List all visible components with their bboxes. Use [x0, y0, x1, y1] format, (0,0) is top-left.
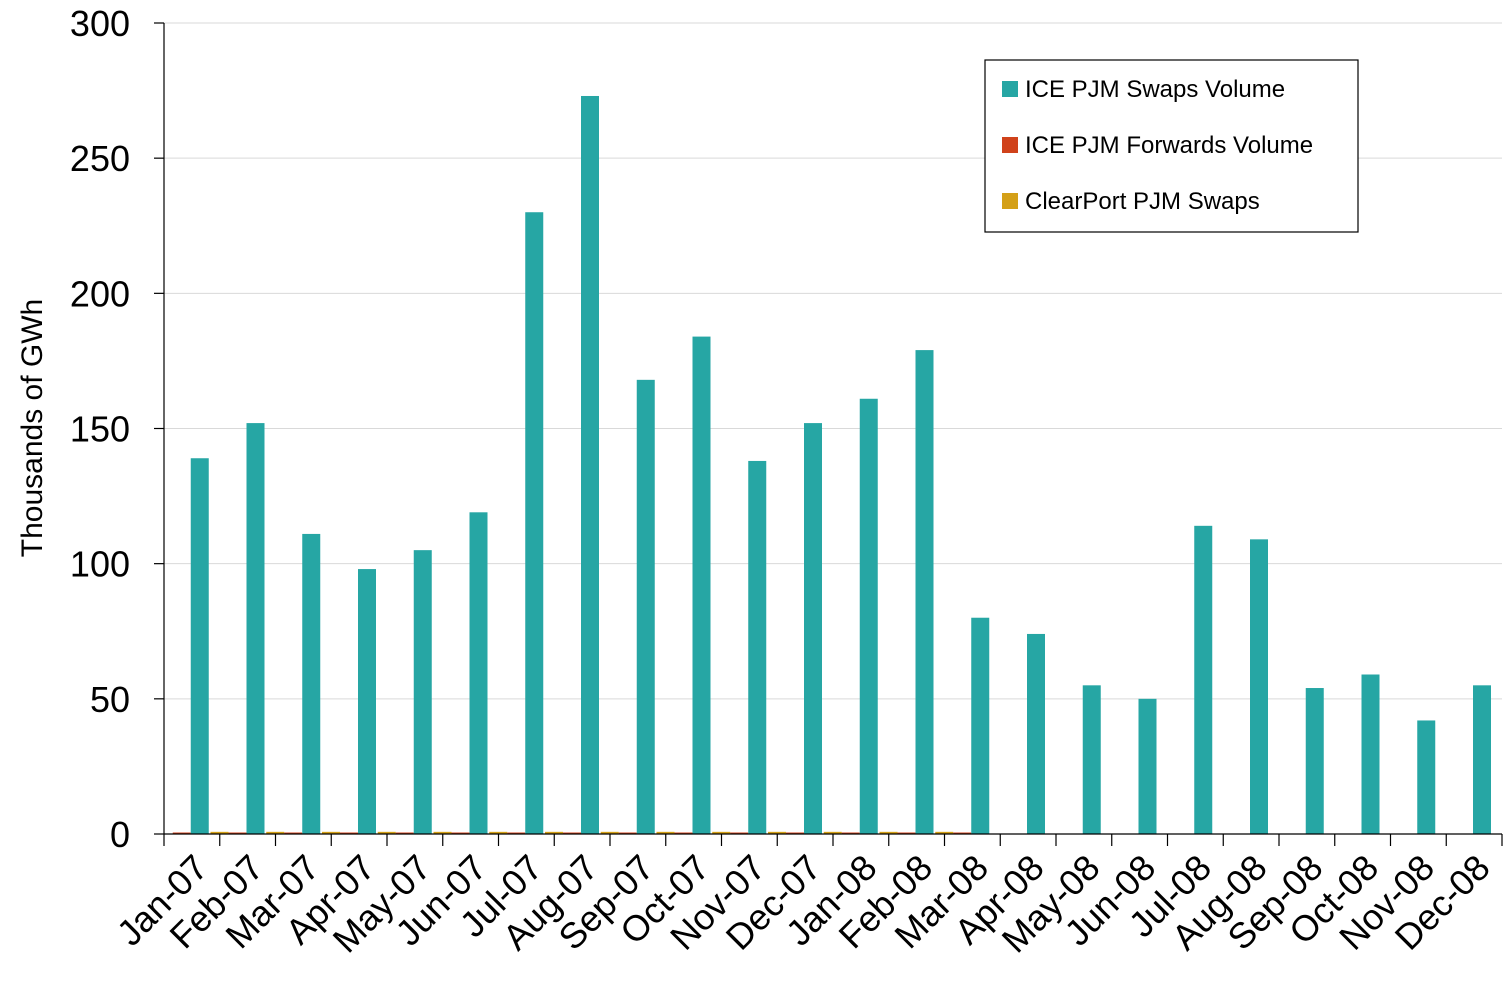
bar-clearport-pjm-swaps-feb-07 [210, 831, 229, 834]
bar-ice-pjm-swaps-volume-sep-07 [636, 379, 655, 834]
bar-ice-pjm-swaps-volume-aug-08 [1250, 539, 1268, 834]
bar-ice-pjm-swaps-volume-jun-07 [469, 512, 488, 834]
bar-ice-pjm-forwards-volume-oct-07 [674, 832, 693, 834]
bar-ice-pjm-swaps-volume-mar-08 [971, 617, 990, 834]
bar-ice-pjm-forwards-volume-may-07 [395, 832, 414, 834]
bar-ice-pjm-forwards-volume-sep-07 [618, 832, 637, 834]
axes [154, 22, 1503, 846]
bar-ice-pjm-swaps-volume-feb-08 [915, 350, 934, 834]
bar-ice-pjm-swaps-volume-dec-07 [804, 423, 822, 834]
bar-clearport-pjm-swaps-dec-07 [768, 831, 786, 834]
y-tick-label: 300 [70, 3, 130, 44]
y-tick-label: 150 [70, 409, 130, 450]
gridlines [164, 22, 1502, 700]
bar-clearport-pjm-swaps-jun-07 [433, 831, 452, 834]
y-tick-label: 100 [70, 544, 130, 585]
bar-clearport-pjm-swaps-nov-07 [712, 831, 731, 834]
bar-clearport-pjm-swaps-jan-08 [823, 831, 842, 834]
bar-ice-pjm-swaps-volume-feb-07 [246, 423, 265, 834]
y-tick-labels: 0 50 100 150 200 250 300 [70, 3, 130, 855]
bar-clearport-pjm-swaps-may-07 [377, 831, 396, 834]
bar-ice-pjm-forwards-volume-aug-07 [563, 832, 581, 834]
legend-label-clearport-swaps: ClearPort PJM Swaps [1025, 188, 1260, 215]
bar-ice-pjm-forwards-volume-mar-07 [284, 832, 303, 834]
y-tick-label: 50 [90, 679, 130, 720]
bar-ice-pjm-forwards-volume-feb-07 [228, 832, 247, 834]
bar-ice-pjm-swaps-volume-apr-08 [1027, 633, 1045, 834]
bar-ice-pjm-forwards-volume-nov-07 [730, 832, 749, 834]
bar-ice-pjm-forwards-volume-feb-08 [897, 832, 916, 834]
bar-ice-pjm-swaps-volume-oct-07 [692, 336, 711, 834]
bar-ice-pjm-swaps-volume-sep-08 [1305, 688, 1324, 834]
bar-ice-pjm-forwards-volume-jan-07 [172, 832, 191, 834]
bar-clearport-pjm-swaps-aug-07 [545, 831, 563, 834]
y-tick-label: 200 [70, 273, 130, 314]
legend-swatch-clearport-swaps [1002, 193, 1018, 209]
bar-ice-pjm-swaps-volume-mar-07 [302, 533, 321, 834]
legend-label-ice-swaps: ICE PJM Swaps Volume [1025, 76, 1285, 103]
bar-clearport-pjm-swaps-oct-07 [656, 831, 675, 834]
legend-box [984, 59, 1359, 233]
y-axis-title: Thousands of GWh [16, 299, 49, 557]
bar-ice-pjm-forwards-volume-apr-07 [340, 832, 358, 834]
bar-clearport-pjm-swaps-mar-08 [935, 831, 954, 834]
x-tick-labels: Jan-07Feb-07Mar-07Apr-07May-07Jun-07Jul-… [109, 847, 1498, 961]
bar-ice-pjm-swaps-volume-jul-08 [1194, 525, 1213, 834]
y-tick-label: 250 [70, 138, 130, 179]
bar-ice-pjm-forwards-volume-jul-07 [507, 832, 526, 834]
bar-ice-pjm-swaps-volume-nov-08 [1417, 720, 1436, 834]
legend-swatch-ice-swaps [1002, 81, 1018, 97]
legend-swatch-ice-forwards [1002, 137, 1018, 153]
bars [172, 95, 1491, 835]
bar-ice-pjm-swaps-volume-dec-08 [1473, 685, 1491, 834]
bar-ice-pjm-swaps-volume-jan-07 [190, 458, 209, 834]
bar-ice-pjm-swaps-volume-oct-08 [1361, 674, 1380, 834]
bar-ice-pjm-swaps-volume-may-07 [413, 550, 432, 834]
legend-label-ice-forwards: ICE PJM Forwards Volume [1025, 132, 1313, 159]
bar-ice-pjm-forwards-volume-jun-07 [451, 832, 470, 834]
bar-ice-pjm-forwards-volume-mar-08 [953, 832, 972, 834]
bar-ice-pjm-swaps-volume-jun-08 [1138, 698, 1157, 834]
bar-clearport-pjm-swaps-apr-07 [322, 831, 340, 834]
bar-ice-pjm-swaps-volume-may-08 [1082, 685, 1101, 834]
bar-ice-pjm-forwards-volume-jan-08 [841, 832, 860, 834]
bar-ice-pjm-swaps-volume-jan-08 [859, 398, 878, 834]
bar-ice-pjm-swaps-volume-nov-07 [748, 460, 767, 834]
bar-clearport-pjm-swaps-feb-08 [879, 831, 898, 834]
bar-ice-pjm-forwards-volume-dec-07 [786, 832, 804, 834]
bar-clearport-pjm-swaps-mar-07 [266, 831, 285, 834]
y-tick-label: 0 [110, 814, 130, 855]
bar-ice-pjm-swaps-volume-aug-07 [581, 95, 599, 835]
bar-ice-pjm-swaps-volume-apr-07 [358, 569, 376, 834]
legend: ICE PJM Swaps Volume ICE PJM Forwards Vo… [984, 59, 1359, 233]
bar-ice-pjm-swaps-volume-jul-07 [525, 212, 544, 835]
bar-clearport-pjm-swaps-jul-07 [489, 831, 508, 834]
bar-clearport-pjm-swaps-sep-07 [600, 831, 619, 834]
